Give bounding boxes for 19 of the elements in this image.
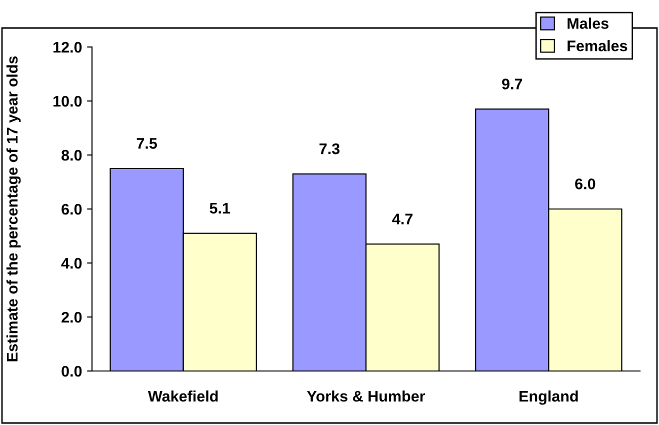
legend-label: Males	[568, 18, 608, 29]
data-label: 7.5	[136, 138, 157, 149]
data-label: 9.7	[502, 78, 522, 90]
y-tick-label: 2.0	[62, 312, 82, 323]
legend-label: Females	[568, 40, 628, 52]
x-tick-label: Wakefield	[148, 390, 218, 402]
y-tick-label: 12.0	[54, 42, 82, 53]
x-tick-label: Yorks & Humber	[306, 390, 426, 402]
y-tick-label: 0.0	[62, 366, 82, 377]
y-tick-label: 10.0	[54, 96, 82, 107]
y-tick-label: 6.0	[62, 204, 82, 215]
data-label: 6.0	[575, 178, 596, 190]
y-tick-label: 4.0	[61, 258, 82, 269]
y-tick-label: 8.0	[62, 150, 82, 161]
data-label: 7.3	[320, 143, 340, 154]
x-tick-label: England	[520, 390, 578, 405]
y-axis-title: Estimate of the percentage of 17 year olds	[6, 56, 21, 362]
data-label: 4.7	[392, 214, 412, 224]
data-label: 5.1	[210, 202, 230, 214]
